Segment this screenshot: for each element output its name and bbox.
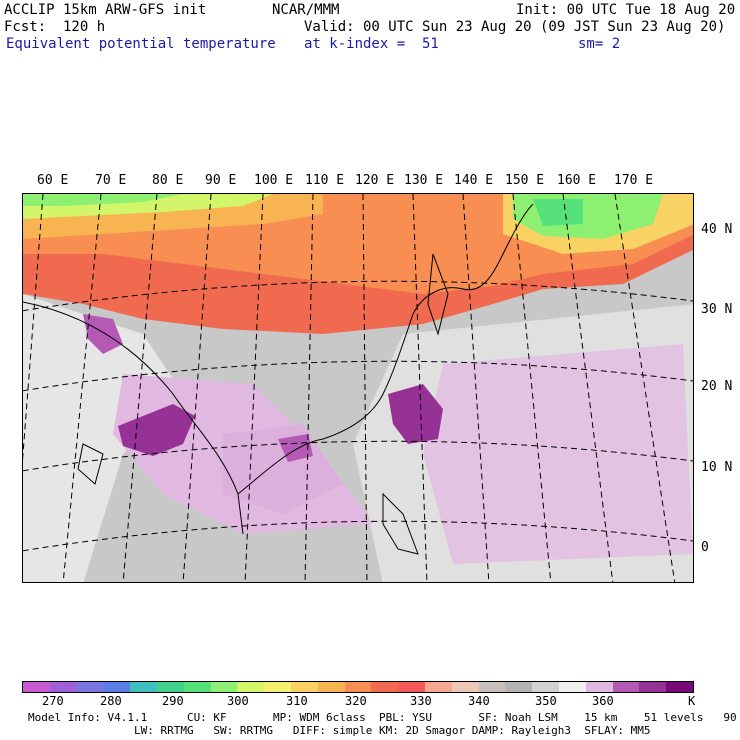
colorbar-swatch — [344, 682, 372, 692]
colorbar-unit: K — [688, 694, 696, 708]
lon-label: 170 E — [614, 173, 654, 188]
valid-time: Valid: 00 UTC Sun 23 Aug 20 (09 JST Sun … — [304, 19, 726, 35]
coastline — [237, 313, 414, 495]
colorbar-swatch — [424, 682, 452, 692]
longitude-line — [182, 194, 212, 582]
forecast-hour: Fcst: 120 h — [4, 19, 106, 35]
colorbar-swatch — [156, 682, 184, 692]
colorbar-swatch — [532, 682, 559, 692]
lat-label: 30 N — [701, 302, 733, 317]
theta-e-fill-350 — [23, 294, 183, 582]
colorbar-tick: 300 — [227, 694, 249, 708]
lon-label: 90 E — [205, 173, 237, 188]
lon-label: 110 E — [305, 173, 345, 188]
lon-label: 100 E — [254, 173, 294, 188]
map-canvas — [23, 194, 693, 582]
colorbar-swatch — [398, 682, 425, 692]
colorbar-tick: 340 — [468, 694, 490, 708]
model-info-line2: LW: RRTMG SW: RRTMG DIFF: simple KM: 2D … — [28, 724, 651, 737]
colorbar-swatch — [317, 682, 345, 692]
level-index: at k-index = 51 — [304, 36, 439, 52]
colorbar-swatch — [451, 682, 479, 692]
colorbar-swatch — [585, 682, 613, 692]
lon-label: 70 E — [95, 173, 127, 188]
latitude-line — [23, 360, 693, 392]
latitude-line — [23, 280, 693, 312]
coastline — [23, 301, 244, 535]
map-panel — [22, 193, 694, 583]
theta-e-fill-365 — [423, 344, 693, 564]
colorbar-swatch — [505, 682, 533, 692]
colorbar-swatch — [639, 682, 667, 692]
colorbar-swatch — [478, 682, 506, 692]
lat-label: 20 N — [701, 379, 733, 394]
longitude-line — [512, 194, 552, 582]
colorbar-tick: 310 — [286, 694, 308, 708]
longitude-line — [462, 194, 490, 582]
colorbar-swatch — [612, 682, 640, 692]
model-info-line1: Model Info: V4.1.1 CU: KF MP: WDM 6class… — [28, 711, 740, 724]
lon-label: 150 E — [505, 173, 545, 188]
lon-label: 160 E — [557, 173, 597, 188]
colorbar-tick: 290 — [162, 694, 184, 708]
longitude-line — [614, 194, 676, 582]
longitude-line — [304, 194, 314, 582]
colorbar-swatch — [371, 682, 399, 692]
longitude-line — [412, 194, 428, 582]
colorbar-swatch — [49, 682, 77, 692]
coastline — [427, 253, 449, 336]
colorbar-swatch — [23, 682, 50, 692]
colorbar-swatch — [666, 682, 693, 692]
colorbar-swatch — [210, 682, 238, 692]
organization-label: NCAR/MMM — [272, 2, 340, 18]
coastline — [382, 492, 419, 555]
colorbar-swatch — [290, 682, 318, 692]
colorbar-tick: 320 — [345, 694, 367, 708]
colorbar-swatch — [130, 682, 157, 692]
theta-e-fill-366 — [223, 424, 343, 514]
coastline — [77, 443, 104, 485]
graticule — [23, 194, 693, 582]
longitude-line — [23, 194, 44, 461]
theta-e-fill-300 — [23, 194, 183, 206]
colorbar-tick: 330 — [410, 694, 432, 708]
latitude-line — [23, 520, 693, 552]
lon-label: 120 E — [355, 173, 395, 188]
theta-e-fill-370 — [118, 404, 195, 456]
colorbar-tick: 350 — [535, 694, 557, 708]
typhoon-core — [388, 384, 443, 444]
longitude-line — [122, 194, 158, 582]
lon-label: 140 E — [454, 173, 494, 188]
longitude-line — [244, 194, 264, 582]
theta-e-fill-295 — [533, 199, 583, 226]
colorbar-swatch — [558, 682, 586, 692]
theta-e-fill-368 — [83, 314, 123, 354]
longitude-line — [62, 194, 102, 582]
lat-label: 40 N — [701, 222, 733, 237]
lat-label: 10 N — [701, 460, 733, 475]
model-title: ACCLIP 15km ARW-GFS init — [4, 2, 207, 18]
longitude-line — [362, 194, 368, 582]
colorbar-swatch — [183, 682, 211, 692]
colorbar-swatch — [103, 682, 131, 692]
colorbar-swatch — [264, 682, 291, 692]
colorbar-swatch — [237, 682, 265, 692]
latitude-line — [23, 440, 693, 472]
field-name: Equivalent potential temperature — [6, 36, 276, 52]
colorbar-swatch — [76, 682, 104, 692]
colorbar-tick: 280 — [100, 694, 122, 708]
lat-label: 0 — [701, 540, 709, 555]
smoothing-label: sm= 2 — [578, 36, 621, 52]
lon-label: 130 E — [404, 173, 444, 188]
colorbar-tick: 270 — [42, 694, 64, 708]
lon-label: 80 E — [152, 173, 184, 188]
colorbar — [22, 681, 694, 693]
longitude-line — [562, 194, 614, 582]
init-time: Init: 00 UTC Tue 18 Aug 20 — [516, 2, 736, 18]
colorbar-tick: 360 — [592, 694, 614, 708]
lon-label: 60 E — [37, 173, 69, 188]
